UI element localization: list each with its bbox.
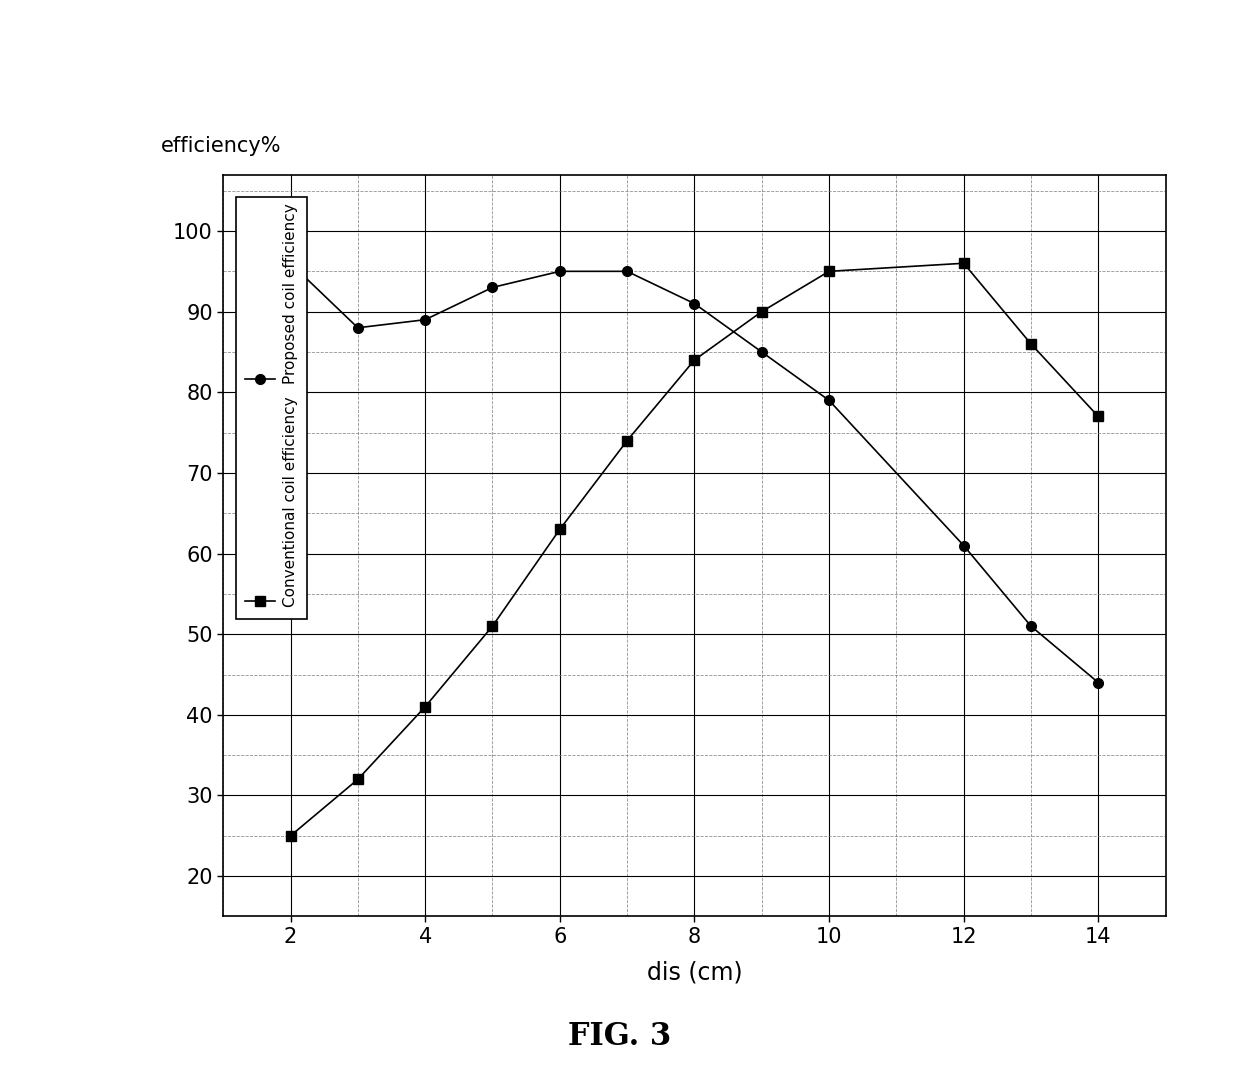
X-axis label: dis (cm): dis (cm): [646, 961, 743, 985]
Proposed coil efficiency: [620, 265, 635, 278]
Line: Conventional coil efficiency: Conventional coil efficiency: [285, 259, 1104, 841]
Conventional coil efficiency: [687, 353, 702, 367]
Text: FIG. 3: FIG. 3: [568, 1021, 672, 1052]
Conventional coil efficiency: [351, 772, 366, 786]
Conventional coil efficiency: [283, 829, 298, 842]
Conventional coil efficiency: [754, 305, 769, 319]
Conventional coil efficiency: [822, 265, 837, 278]
Proposed coil efficiency: [822, 394, 837, 407]
Conventional coil efficiency: [620, 434, 635, 447]
Proposed coil efficiency: [552, 265, 567, 278]
Conventional coil efficiency: [485, 620, 500, 633]
Proposed coil efficiency: [418, 313, 433, 326]
Proposed coil efficiency: [485, 280, 500, 293]
Proposed coil efficiency: [687, 297, 702, 310]
Line: Proposed coil efficiency: Proposed coil efficiency: [285, 259, 1104, 687]
Conventional coil efficiency: [1023, 337, 1038, 350]
Conventional coil efficiency: [552, 523, 567, 536]
Proposed coil efficiency: [1091, 676, 1106, 690]
Proposed coil efficiency: [283, 256, 298, 269]
Proposed coil efficiency: [351, 321, 366, 334]
Proposed coil efficiency: [1023, 620, 1038, 633]
Conventional coil efficiency: [956, 256, 971, 269]
Proposed coil efficiency: [754, 346, 769, 359]
Conventional coil efficiency: [418, 700, 433, 714]
Conventional coil efficiency: [1091, 410, 1106, 423]
Text: efficiency%: efficiency%: [161, 136, 281, 156]
Legend: Proposed coil efficiency, Conventional coil efficiency: Proposed coil efficiency, Conventional c…: [236, 197, 308, 619]
Proposed coil efficiency: [956, 539, 971, 552]
